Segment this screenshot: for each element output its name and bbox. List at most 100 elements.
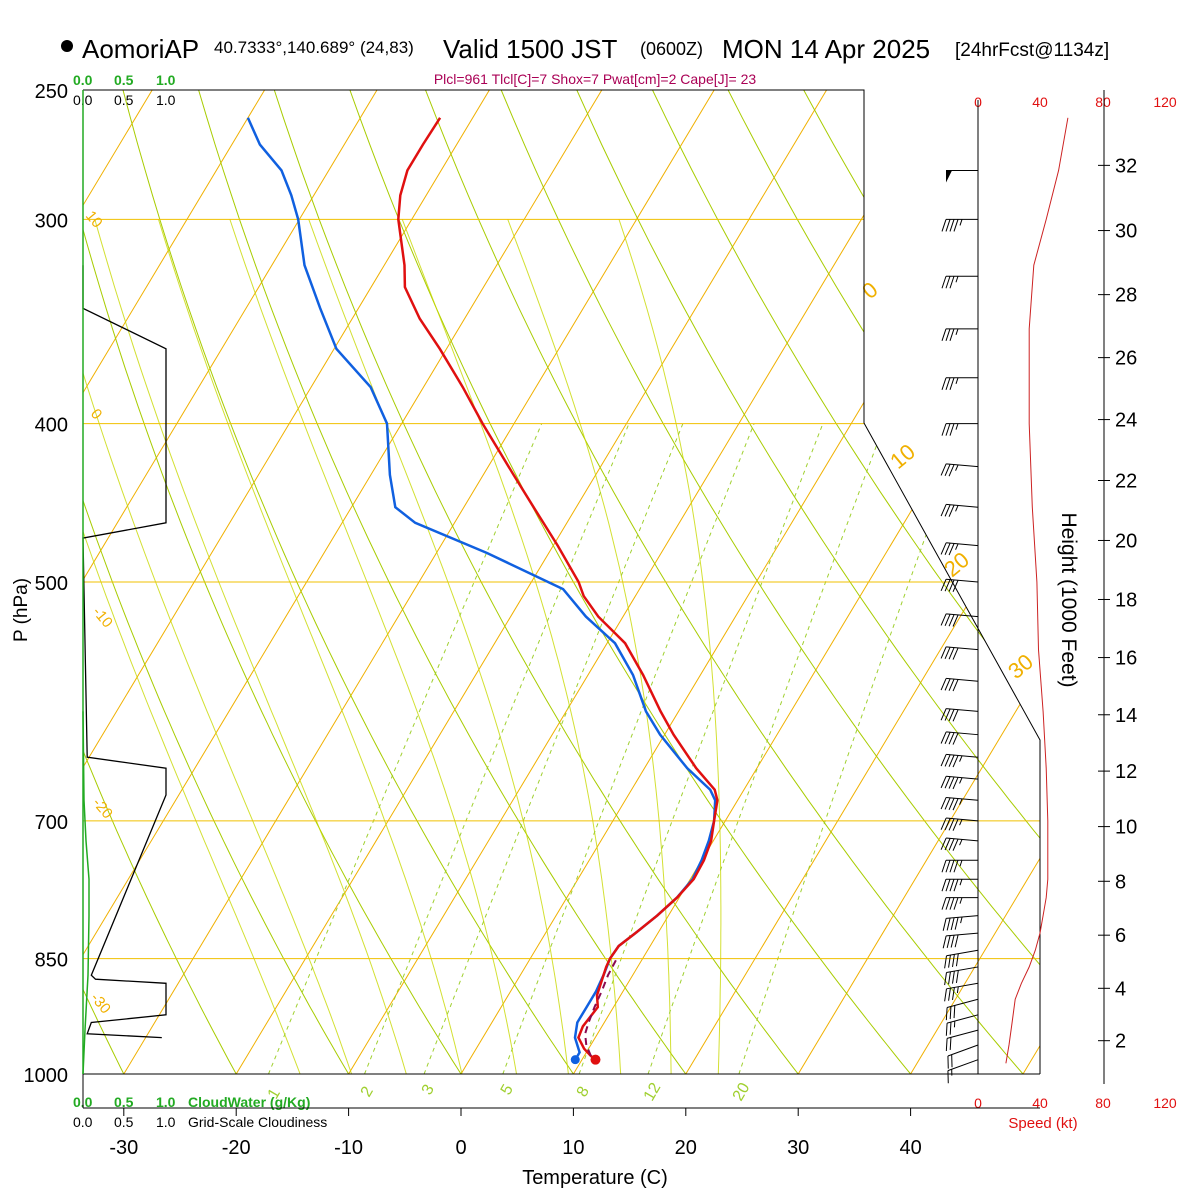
wind-barb-half <box>959 879 963 886</box>
wind-barb-full <box>948 543 955 556</box>
height-tick-label: 8 <box>1115 871 1126 893</box>
pressure-tick-label: 500 <box>35 573 68 595</box>
wind-barb-full <box>952 679 959 692</box>
height-tick-label: 20 <box>1115 530 1137 552</box>
dry-adiabat-line <box>83 90 237 1074</box>
pressure-tick-label: 250 <box>35 81 68 103</box>
mixing-ratio-line <box>423 423 684 1074</box>
wind-barb-full <box>953 219 959 232</box>
wind-barb-full <box>941 879 947 892</box>
isotherm-line <box>910 90 1040 1074</box>
wind-barb-half <box>956 986 959 994</box>
wind-barb <box>947 1059 979 1084</box>
dry-adiabat-label: 0 <box>857 277 882 304</box>
x-tick-label: 20 <box>675 1137 697 1159</box>
wind-barb <box>940 677 979 692</box>
wind-barb-half <box>955 543 959 550</box>
wind-barb-full <box>942 935 947 949</box>
wind-barb-full <box>940 797 947 810</box>
valid-utc: (0600Z) <box>640 39 703 59</box>
wind-barb-full <box>952 614 959 627</box>
pressure-tick-label: 1000 <box>24 1065 69 1087</box>
wind-barb <box>941 377 978 390</box>
cloudwater-bottom-2: 1.0 <box>156 1094 176 1110</box>
x-axis-title: Temperature (C) <box>522 1167 668 1189</box>
wind-barb <box>940 796 979 811</box>
isotherm-label: -30 <box>87 990 114 1018</box>
wind-barb-full <box>949 276 955 289</box>
wind-barb-full <box>948 776 955 789</box>
wind-barb-full <box>945 1007 948 1021</box>
wind-barb-half <box>959 798 963 805</box>
isotherm-label: -20 <box>89 795 116 823</box>
wind-barb-full <box>941 423 947 436</box>
speed-label: Speed (kt) <box>1008 1115 1077 1132</box>
cloudiness-top-1: 0.5 <box>114 92 134 108</box>
chart-header: AomoriAP 40.7333°,140.689° (24,83) Valid… <box>61 34 1109 87</box>
wind-barb-full <box>945 276 951 289</box>
wind-barb-full <box>945 1038 948 1052</box>
wind-barb-full <box>940 754 947 767</box>
wind-barb <box>945 1029 979 1052</box>
wind-barb-full <box>944 579 951 592</box>
cloud-profiles <box>82 90 167 1075</box>
mixing-ratio-label: 3 <box>419 1082 438 1098</box>
x-tick-label: 30 <box>787 1137 809 1159</box>
wind-barb-full <box>945 377 951 390</box>
wind-barb-full <box>941 219 947 232</box>
wind-barb-full <box>949 897 955 910</box>
wind-barb-full <box>946 935 951 948</box>
speed-bottom-1: 40 <box>1032 1095 1048 1111</box>
wind-barb-full <box>952 798 959 811</box>
dry-adiabat-line <box>500 90 1040 1074</box>
cloudwater-label: CloudWater (g/Kg) <box>188 1094 310 1110</box>
wind-barb <box>941 275 978 289</box>
wind-barb-full <box>949 1037 952 1050</box>
wind-barb-full <box>952 954 955 967</box>
wind-barb-full <box>944 818 951 831</box>
wind-barb-staff <box>946 542 979 547</box>
wind-profile <box>940 100 1069 1084</box>
wind-barb-full <box>940 678 947 691</box>
wind-barb <box>940 753 979 768</box>
parcel-line <box>584 958 618 1057</box>
wind-barb-staff <box>946 982 979 990</box>
wind-barb-full <box>948 818 955 831</box>
wind-barb-half <box>955 505 959 512</box>
height-axis-title: Height (1000 Feet) <box>1057 512 1080 687</box>
wind-barb-half <box>959 819 963 826</box>
chart-axes: -30 -20 -10 0 10 20 30 402503004005007008501000… <box>24 81 1138 1159</box>
dry-adiabat-label: 30 <box>1003 649 1038 684</box>
wind-barb-full <box>945 1023 948 1036</box>
isotherm-line <box>797 90 1040 1074</box>
mixing-ratio-label: 20 <box>730 1080 754 1104</box>
height-tick-label: 26 <box>1115 348 1137 370</box>
wind-barb-full <box>949 328 955 341</box>
cloudiness-profile <box>82 265 167 1039</box>
wind-barb-full <box>944 955 947 969</box>
moist-adiabat-line <box>83 219 301 1074</box>
wind-barb-staff <box>946 966 979 973</box>
wind-barb-full <box>941 897 947 910</box>
height-tick-label: 6 <box>1115 925 1126 947</box>
wind-barb <box>940 613 979 627</box>
isotherm-line <box>1022 90 1040 1074</box>
wind-barb-full <box>949 860 955 873</box>
moist-adiabat-line <box>401 219 622 1074</box>
moist-adiabat-line <box>158 219 463 1074</box>
plot-frame <box>83 89 1041 1074</box>
wind-barb-full <box>952 777 959 790</box>
station-name: AomoriAP <box>82 34 199 64</box>
wind-barb-staff <box>946 578 979 583</box>
speed-bottom-0: 0 <box>974 1095 982 1111</box>
wind-barb-full <box>948 838 955 851</box>
wind-barb-full <box>944 776 951 789</box>
wind-barb-full <box>942 918 947 931</box>
wind-barb-half <box>955 276 959 283</box>
wind-barb-full <box>948 464 955 477</box>
wind-barb-full <box>944 708 951 721</box>
wind-barb-full <box>952 580 959 593</box>
dry-adiabat-line <box>273 90 799 1074</box>
wind-barb-full <box>945 423 951 436</box>
